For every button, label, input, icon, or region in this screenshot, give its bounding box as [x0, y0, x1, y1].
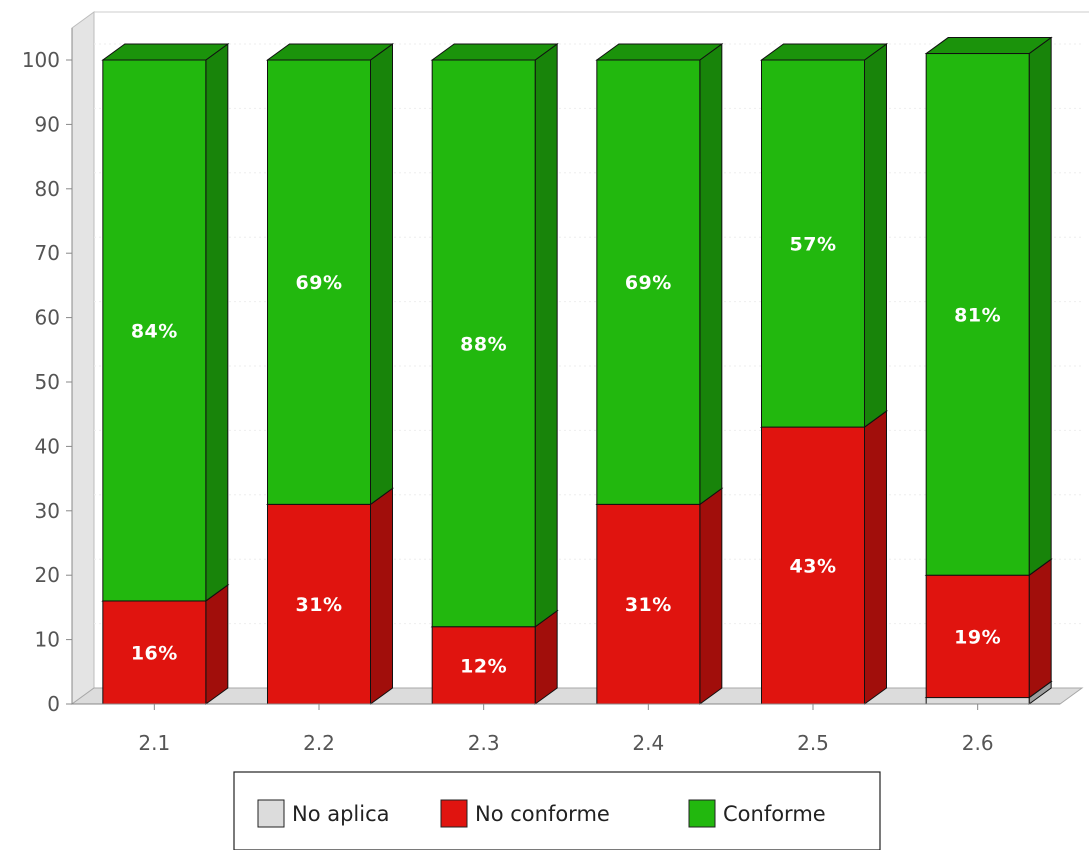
bar-front [596, 59, 701, 505]
bar-top [759, 43, 889, 61]
x-tick-label: 2.4 [632, 731, 664, 755]
x-tick-label: 2.1 [138, 731, 170, 755]
legend-box [233, 771, 881, 850]
bar-top [101, 43, 230, 61]
bar-segment-conforme [924, 36, 1053, 577]
bar-front [102, 600, 207, 705]
bar-top [430, 43, 559, 61]
legend-label: Conforme [723, 802, 826, 826]
bar-segment-conforme [101, 43, 230, 602]
x-tick-label: 2.6 [962, 731, 994, 755]
bar-front [267, 59, 371, 505]
bars-group [101, 36, 1053, 705]
y-tick-label: 30 [35, 499, 60, 523]
data-labels: 16% 84% 31% 69% 12% 88% 31% 69% 43% 57% 19% 81% [131, 234, 1001, 678]
y-tick-label: 70 [35, 241, 60, 265]
data-label: 84% [131, 320, 178, 342]
bar-front [431, 59, 536, 628]
data-label: 16% [131, 642, 178, 664]
bar-front [761, 59, 865, 428]
legend-swatch [688, 799, 716, 828]
data-label: 81% [954, 304, 1001, 326]
data-label: 31% [296, 594, 343, 616]
bar-side [1028, 36, 1052, 577]
legend-swatch [440, 799, 468, 828]
bar-side [370, 487, 393, 705]
data-label: 12% [460, 655, 507, 677]
bar-segment-conforme [265, 43, 395, 506]
y-tick-label: 20 [35, 563, 60, 587]
bar-top [265, 43, 395, 61]
bar-front [925, 697, 1030, 705]
data-label: 69% [625, 272, 672, 294]
x-tick-label: 2.3 [468, 731, 500, 755]
bar-front [925, 574, 1030, 699]
y-tick-label: 90 [35, 112, 60, 136]
bar-segment-conforme [595, 43, 724, 506]
legend-swatch [257, 799, 285, 828]
x-tick-label: 2.2 [303, 731, 335, 755]
data-label: 43% [790, 556, 837, 578]
bar-side [205, 583, 229, 705]
left-wall [71, 11, 95, 705]
y-tick-label: 60 [35, 306, 60, 330]
bar-segment-conforme [759, 43, 889, 429]
bar-side [699, 487, 723, 705]
y-tick-label: 80 [35, 177, 60, 201]
bar-side [699, 43, 723, 506]
legend-label: No aplica [292, 802, 390, 826]
data-label: 57% [790, 234, 837, 256]
y-tick-label: 50 [35, 370, 60, 394]
bar-side [864, 410, 887, 705]
bar-side [205, 43, 229, 602]
x-tick-label: 2.5 [797, 731, 829, 755]
bar-segment-conforme [430, 43, 559, 628]
legend: No aplica No conforme Conforme [233, 771, 881, 850]
y-tick-label: 100 [22, 48, 60, 72]
y-tick-label: 0 [47, 692, 60, 716]
axes: 0 10 20 30 40 50 60 70 80 90 100 2.1 2.2 2.3 2.4 2.5 2.6 [22, 28, 1060, 755]
data-label: 19% [954, 626, 1001, 648]
legend-label: No conforme [475, 802, 610, 826]
bar-front [102, 59, 207, 602]
y-tick-label: 40 [35, 434, 60, 458]
bar-side [864, 43, 887, 429]
bar-front [761, 426, 865, 705]
bar-front [267, 503, 371, 705]
y-tick-label: 10 [35, 628, 60, 652]
data-label: 88% [460, 333, 507, 355]
bar-side [1028, 558, 1052, 699]
bar-front [925, 53, 1030, 576]
bar-front [596, 503, 701, 705]
data-label: 31% [625, 594, 672, 616]
data-label: 69% [296, 272, 343, 294]
bar-top [924, 37, 1053, 55]
bar-side [534, 43, 558, 628]
bar-top [595, 43, 724, 61]
bar-side [370, 43, 393, 506]
bar-front [431, 626, 536, 705]
bar-segment-no-conforme [430, 609, 559, 705]
